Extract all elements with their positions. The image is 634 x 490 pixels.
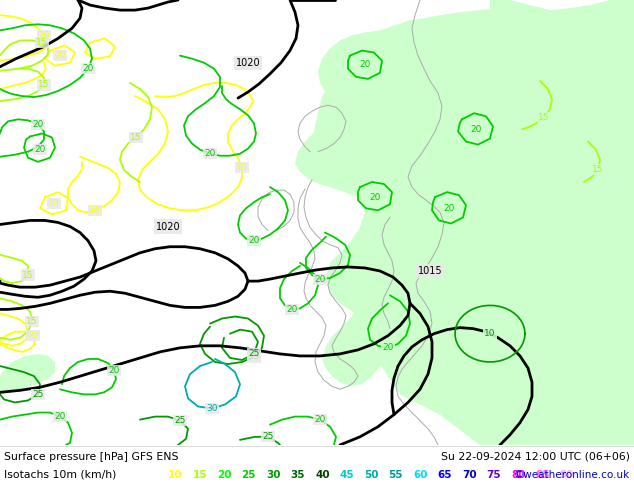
Text: 20: 20	[34, 145, 46, 154]
Text: 20: 20	[55, 51, 66, 60]
Text: 20: 20	[249, 236, 260, 245]
Text: 15: 15	[193, 470, 207, 480]
Polygon shape	[308, 69, 442, 386]
Text: 1015: 1015	[418, 266, 443, 276]
Text: 90: 90	[560, 470, 574, 480]
Text: 10: 10	[48, 199, 60, 208]
Text: 25: 25	[249, 349, 260, 358]
Text: 20: 20	[314, 415, 326, 424]
Text: 80: 80	[511, 470, 526, 480]
Text: 1020: 1020	[156, 221, 180, 231]
Text: 25: 25	[174, 416, 186, 425]
Text: ©weatheronline.co.uk: ©weatheronline.co.uk	[514, 470, 630, 480]
Text: 40: 40	[315, 470, 330, 480]
Text: 20: 20	[382, 343, 394, 352]
Text: 1020: 1020	[236, 58, 261, 68]
Text: 15: 15	[130, 133, 142, 142]
Polygon shape	[0, 354, 55, 394]
Text: Surface pressure [hPa] GFS ENS: Surface pressure [hPa] GFS ENS	[4, 452, 179, 462]
Text: 15: 15	[26, 317, 38, 326]
Text: 85: 85	[536, 470, 550, 480]
Text: 50: 50	[364, 470, 378, 480]
Text: 25: 25	[262, 432, 274, 441]
Text: 25: 25	[32, 390, 44, 399]
Text: 30: 30	[266, 470, 280, 480]
Text: 20: 20	[443, 204, 455, 213]
Text: 10: 10	[484, 329, 496, 338]
Text: 45: 45	[339, 470, 354, 480]
Text: Isotachs 10m (km/h): Isotachs 10m (km/h)	[4, 470, 117, 480]
Text: 20: 20	[287, 305, 298, 314]
Text: 55: 55	[389, 470, 403, 480]
Text: 15: 15	[538, 113, 550, 122]
Text: 20: 20	[370, 193, 380, 202]
Text: 20: 20	[314, 274, 326, 284]
Text: 10: 10	[236, 163, 248, 172]
Text: 20: 20	[55, 412, 66, 421]
Text: 35: 35	[290, 470, 305, 480]
Text: 20: 20	[32, 120, 44, 129]
Text: 20: 20	[27, 331, 39, 340]
Text: 60: 60	[413, 470, 427, 480]
Text: 15: 15	[22, 270, 34, 279]
Text: 15: 15	[592, 166, 604, 174]
Text: 20: 20	[470, 125, 482, 134]
Text: 20: 20	[82, 64, 94, 74]
Text: 20: 20	[38, 31, 49, 40]
Text: 15: 15	[38, 80, 49, 90]
Polygon shape	[295, 0, 634, 445]
Text: 30: 30	[206, 404, 217, 413]
Text: 70: 70	[462, 470, 477, 480]
Text: 20: 20	[108, 366, 120, 374]
Text: 10: 10	[89, 206, 101, 215]
Text: 10: 10	[168, 470, 183, 480]
Text: 20: 20	[359, 60, 371, 69]
Text: 75: 75	[486, 470, 501, 480]
Text: 65: 65	[437, 470, 452, 480]
Text: 20: 20	[217, 470, 231, 480]
Text: 20: 20	[204, 149, 216, 158]
Polygon shape	[475, 0, 634, 81]
Text: 25: 25	[242, 470, 256, 480]
Text: 15: 15	[36, 38, 48, 47]
Text: Su 22-09-2024 12:00 UTC (06+06): Su 22-09-2024 12:00 UTC (06+06)	[441, 452, 630, 462]
Polygon shape	[392, 298, 634, 445]
Text: 25: 25	[249, 352, 260, 362]
